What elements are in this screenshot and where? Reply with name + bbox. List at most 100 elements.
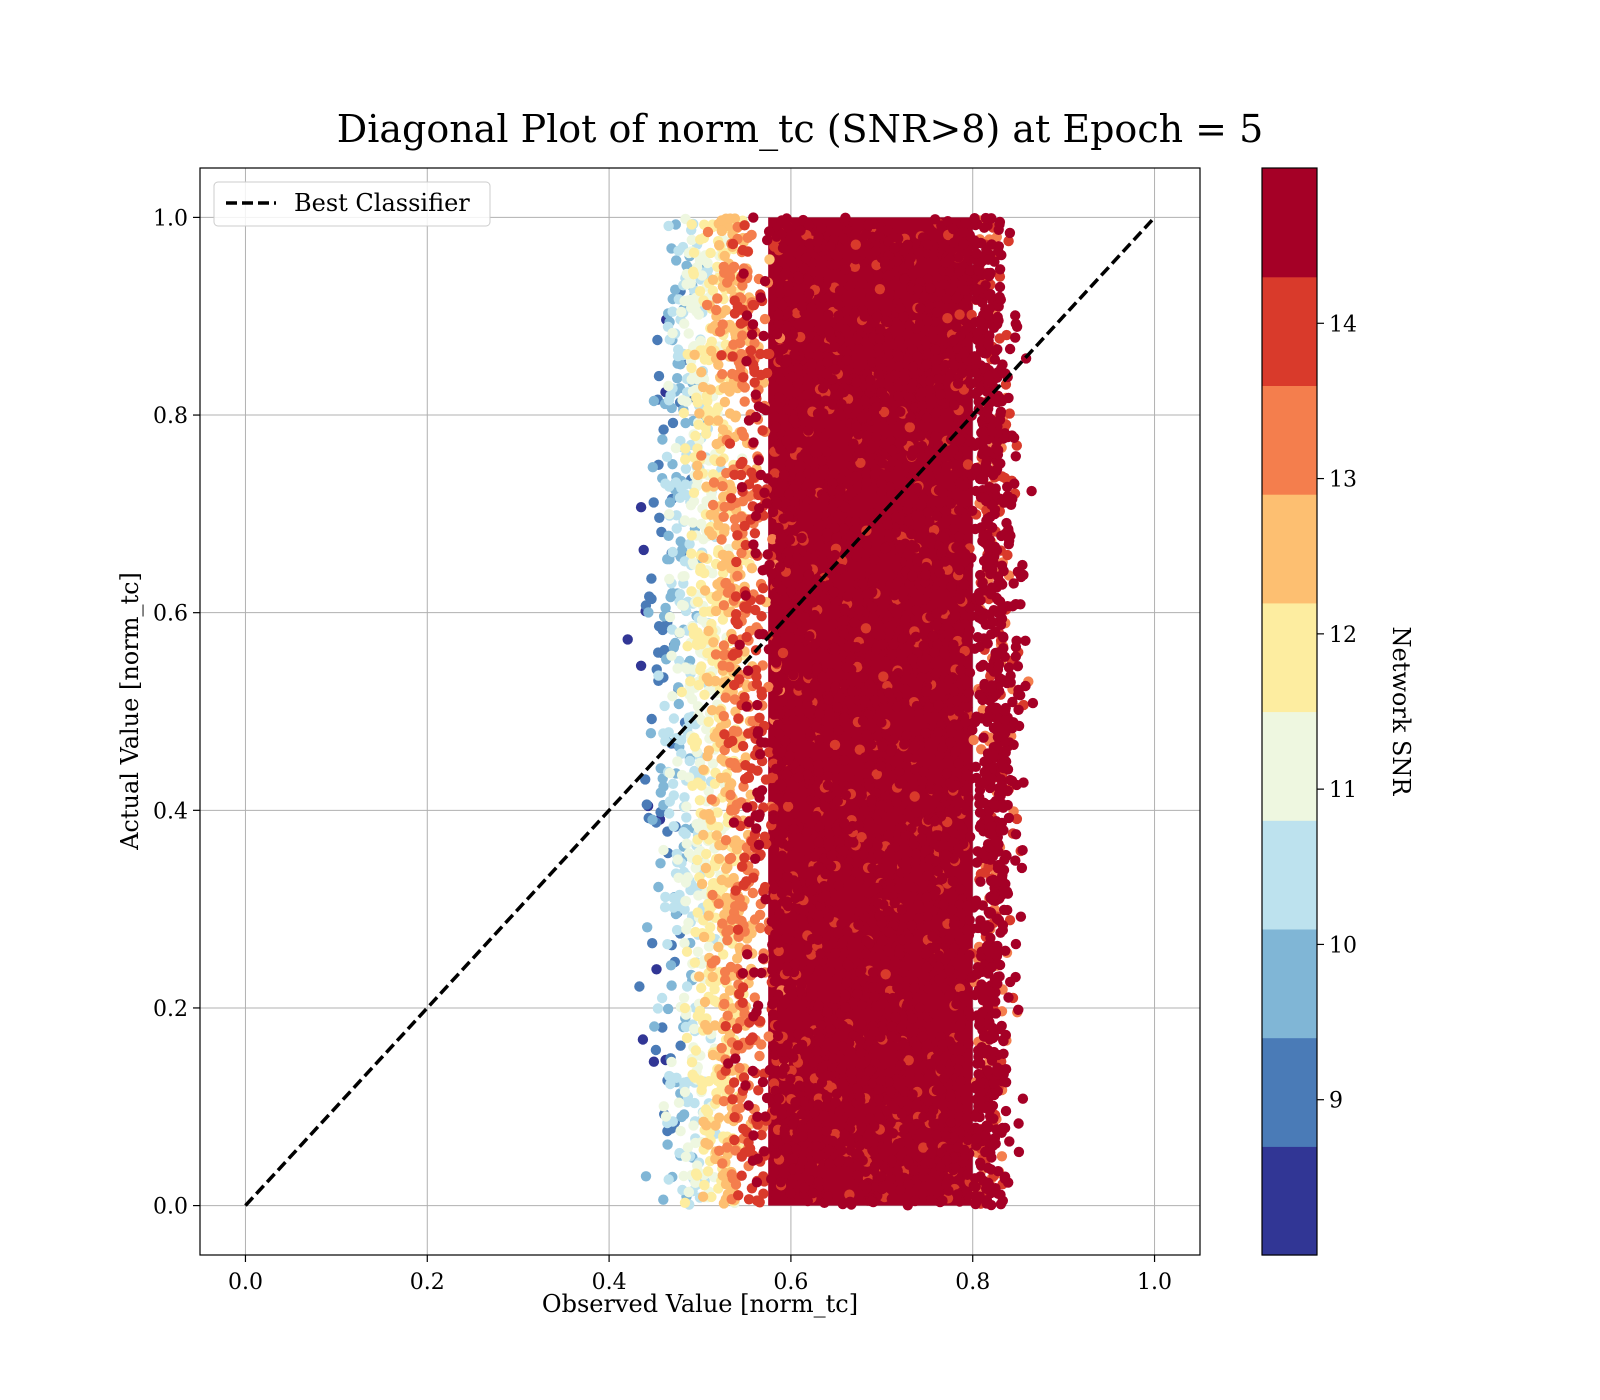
scatter-point [836, 1063, 847, 1075]
scatter-point [751, 671, 762, 682]
scatter-point [803, 669, 814, 680]
scatter-point [790, 879, 802, 890]
scatter-point [970, 1190, 982, 1202]
scatter-point [767, 999, 778, 1010]
scatter-point [731, 556, 742, 568]
scatter-point [970, 1111, 981, 1123]
scatter-point [988, 1078, 1000, 1089]
scatter-point [756, 686, 767, 697]
scatter-point [929, 214, 941, 225]
scatter-point [925, 1148, 937, 1159]
scatter-point [738, 1072, 750, 1083]
scatter-point [707, 1049, 719, 1061]
scatter-point [719, 998, 730, 1010]
scatter-point [637, 1034, 649, 1045]
scatter-point [758, 1188, 769, 1199]
scatter-point [839, 755, 850, 766]
scatter-point [864, 1066, 876, 1077]
scatter-point [720, 835, 732, 846]
scatter-point [734, 337, 746, 349]
scatter-point [781, 932, 792, 944]
scatter-point [784, 459, 796, 470]
scatter-point [916, 672, 928, 683]
scatter-point [662, 1139, 673, 1150]
scatter-point [886, 415, 897, 426]
scatter-point [709, 984, 720, 995]
scatter-point [681, 981, 693, 992]
scatter-point [701, 848, 712, 860]
scatter-point [654, 512, 665, 523]
scatter-point [716, 225, 727, 237]
scatter-point [788, 398, 799, 409]
scatter-point [675, 1040, 686, 1051]
scatter-point [787, 1118, 799, 1130]
scatter-point [783, 547, 794, 558]
scatter-point [825, 668, 837, 679]
scatter-point [736, 547, 747, 559]
scatter-point [879, 391, 890, 403]
scatter-point [745, 345, 757, 356]
scatter-point [819, 493, 830, 504]
scatter-point [837, 1020, 849, 1032]
scatter-point [699, 689, 710, 700]
scatter-point [676, 686, 687, 698]
scatter-point [678, 1170, 689, 1182]
scatter-point [638, 544, 649, 556]
scatter-point [672, 756, 683, 767]
scatter-point [921, 359, 932, 370]
scatter-point [663, 395, 675, 406]
scatter-point [922, 870, 933, 881]
scatter-point [781, 320, 792, 332]
scatter-point [666, 980, 677, 991]
scatter-point [841, 354, 852, 366]
scatter-point [893, 883, 905, 894]
scatter-point [923, 470, 935, 481]
scatter-point [737, 968, 749, 979]
scatter-point [677, 544, 688, 555]
scatter-point [830, 1097, 841, 1108]
scatter-point [680, 479, 691, 490]
scatter-point [887, 649, 898, 660]
scatter-point [866, 508, 878, 519]
scatter-point [646, 713, 657, 725]
scatter-point [891, 608, 902, 619]
scatter-point [832, 299, 844, 310]
scatter-point [964, 602, 976, 614]
scatter-point [858, 849, 869, 860]
scatter-point [948, 685, 960, 697]
scatter-point [774, 392, 785, 403]
scatter-point [862, 430, 873, 441]
scatter-point [724, 438, 736, 449]
scatter-point [758, 330, 769, 342]
scatter-point [973, 1045, 984, 1056]
scatter-point [909, 982, 920, 994]
scatter-point [783, 338, 794, 349]
scatter-point [718, 710, 729, 722]
scatter-point [706, 345, 717, 357]
scatter-point [993, 788, 1005, 800]
scatter-point [649, 1021, 660, 1032]
scatter-point [692, 854, 703, 866]
scatter-point [812, 1099, 824, 1110]
scatter-point [648, 395, 660, 407]
scatter-point [753, 455, 764, 466]
scatter-point [702, 898, 714, 910]
scatter-point [648, 497, 659, 508]
scatter-point [850, 516, 861, 527]
scatter-point [931, 667, 942, 679]
scatter-point [803, 288, 815, 299]
scatter-point [767, 1009, 779, 1020]
scatter-point [852, 334, 863, 345]
scatter-point [827, 502, 838, 514]
scatter-point [944, 989, 956, 1000]
scatter-point [903, 932, 915, 944]
scatter-point [954, 819, 965, 831]
scatter-point [872, 731, 883, 742]
scatter-point [695, 1075, 706, 1086]
scatter-point [769, 975, 780, 987]
scatter-point [835, 484, 846, 496]
scatter-point [696, 633, 707, 644]
scatter-point [962, 862, 973, 874]
scatter-point [937, 1039, 948, 1050]
scatter-point [723, 877, 734, 888]
